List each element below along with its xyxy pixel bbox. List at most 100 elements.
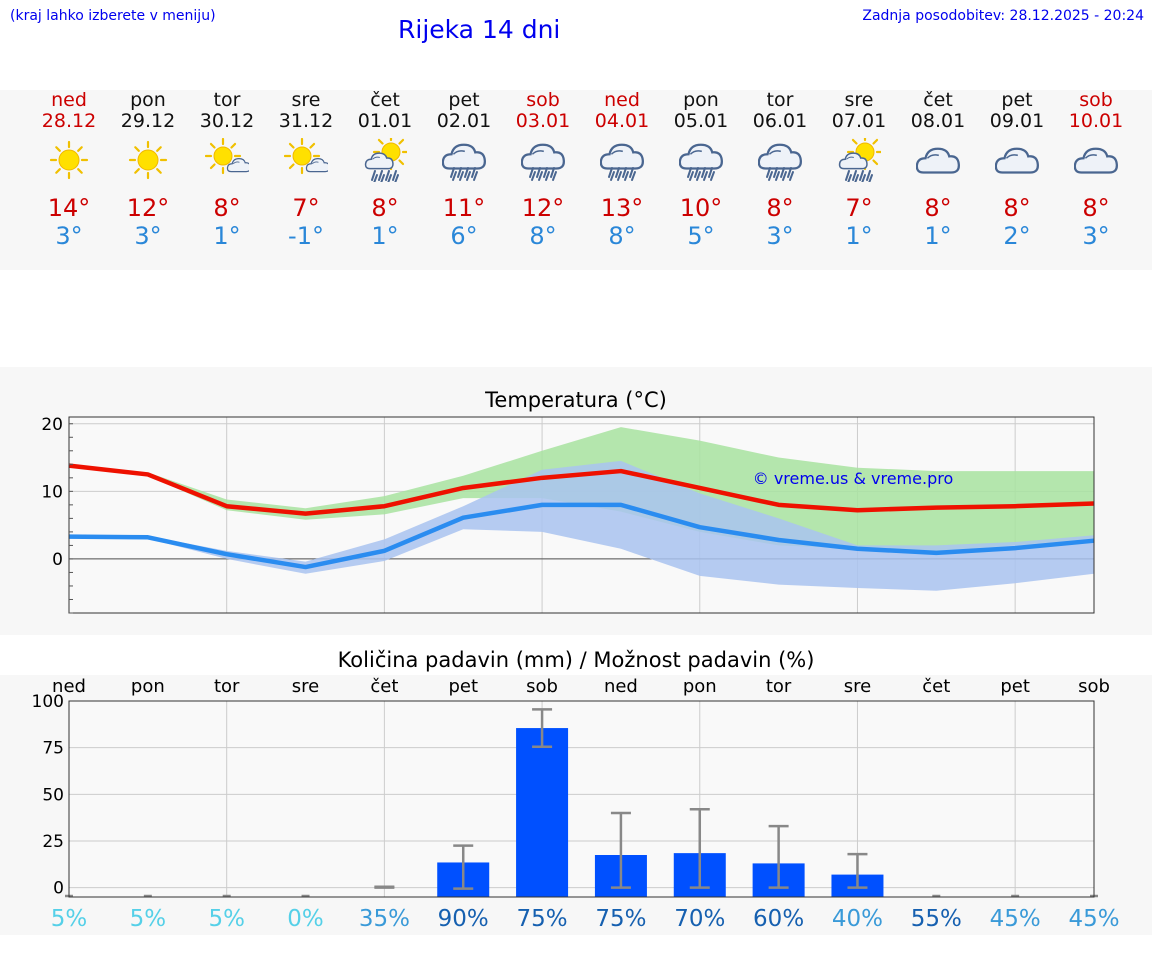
cloud-icon (995, 147, 1039, 174)
temp-min: 6° (450, 222, 478, 250)
y-tick-label: 50 (42, 785, 64, 805)
temp-max: 10° (679, 194, 723, 222)
temp-max: 8° (924, 194, 952, 222)
day-date: 09.01 (989, 110, 1045, 132)
temp-min: 3° (134, 222, 162, 250)
day-date: 31.12 (278, 110, 334, 132)
precip-probability: 35% (359, 906, 410, 932)
day-name: sob (1079, 89, 1113, 111)
day-date: 08.01 (910, 110, 966, 132)
cloud-icon (916, 147, 960, 174)
rain-icon (600, 143, 644, 181)
temp-max: 8° (1003, 194, 1031, 222)
precip-probability: 90% (438, 906, 489, 932)
precipitation-chart-title: Količina padavin (mm) / Možnost padavin … (337, 648, 815, 672)
sun-rain-icon (364, 138, 407, 182)
x-tick-label: čet (370, 676, 398, 697)
x-tick-label: tor (766, 676, 792, 697)
precip-probability: 60% (753, 906, 804, 932)
x-tick-label: sob (526, 676, 558, 697)
temp-min: 8° (608, 222, 636, 250)
x-tick-label: sob (1078, 676, 1110, 697)
day-column: sob 03.01 12° 8° (503, 90, 583, 250)
day-column: pet 02.01 11° 6° (424, 90, 504, 250)
temp-min: 1° (924, 222, 952, 250)
precip-probability: 0% (287, 906, 324, 932)
min-temp-range-band (69, 460, 1094, 591)
day-name: pet (448, 89, 480, 111)
temperature-chart: 0 10 20 © vreme.us & vreme.pro (41, 415, 1095, 614)
sun-cloud-icon (284, 138, 328, 175)
temp-min: 3° (766, 222, 794, 250)
x-tick-label: čet (922, 676, 950, 697)
temp-min: 1° (845, 222, 873, 250)
x-tick-label: tor (214, 676, 240, 697)
x-tick-label: pon (683, 676, 717, 697)
daily-forecast-strip: ned 28.12 14° 3° pon 29.12 12° 3° tor 30.12 8° 1° sr… (0, 90, 1152, 270)
day-name: pon (130, 89, 166, 111)
day-date: 06.01 (752, 110, 808, 132)
sun-icon (128, 140, 168, 180)
x-tick-label: ned (52, 676, 86, 697)
temp-max: 7° (292, 194, 320, 222)
day-date: 02.01 (436, 110, 492, 132)
day-column: sre 31.12 7° -1° (266, 90, 346, 250)
temperature-chart-title: Temperatura (°C) (485, 388, 667, 412)
day-column: pon 05.01 10° 5° (661, 90, 741, 250)
precip-probability: 75% (595, 906, 646, 932)
temp-min: 1° (213, 222, 241, 250)
last-updated: Zadnja posodobitev: 28.12.2025 - 20:24 (862, 8, 1144, 24)
day-column: ned 04.01 13° 8° (582, 90, 662, 250)
day-column: ned 28.12 14° 3° (29, 90, 109, 250)
y-tick-label: 0 (53, 879, 64, 899)
precip-probability: 45% (1068, 906, 1119, 932)
precip-error-bar (610, 811, 631, 889)
location-hint: (kraj lahko izberete v meniju) (10, 8, 216, 24)
day-date: 30.12 (199, 110, 255, 132)
day-name: ned (51, 89, 87, 111)
temp-max: 8° (213, 194, 241, 222)
temp-max: 8° (371, 194, 399, 222)
day-name: pet (1001, 89, 1033, 111)
temp-max: 13° (600, 194, 644, 222)
day-date: 28.12 (41, 110, 97, 132)
precip-error-bar (768, 824, 789, 889)
temp-min: 5° (687, 222, 715, 250)
day-name: tor (213, 89, 241, 111)
temp-min: 3° (55, 222, 83, 250)
precip-probability: 5% (208, 906, 245, 932)
x-tick-label: sre (844, 676, 871, 697)
day-date: 05.01 (673, 110, 729, 132)
day-column: čet 08.01 8° 1° (898, 90, 978, 250)
temp-min: 2° (1003, 222, 1031, 250)
sun-rain-icon (838, 138, 881, 182)
x-tick-label: pet (1000, 676, 1030, 697)
temp-max: 7° (845, 194, 873, 222)
cloud-icon (1074, 147, 1118, 174)
temp-max: 8° (766, 194, 794, 222)
precip-probability: 55% (911, 906, 962, 932)
temp-min: 1° (371, 222, 399, 250)
x-tick-label: ned (604, 676, 638, 697)
sun-icon (49, 140, 89, 180)
x-tick-label: sre (292, 676, 319, 697)
y-tick-label: 75 (42, 739, 64, 759)
precip-probability: 5% (130, 906, 167, 932)
y-tick-label: 0 (52, 550, 63, 570)
sun-cloud-icon (205, 138, 249, 175)
rain-icon (442, 143, 486, 181)
x-tick-label: pet (448, 676, 478, 697)
precip-probability: 40% (832, 906, 883, 932)
y-tick-label: 100 (32, 692, 64, 712)
rain-icon (521, 143, 565, 181)
day-date: 04.01 (594, 110, 650, 132)
x-tick-label: pon (131, 676, 165, 697)
precip-error-bar (453, 844, 474, 890)
temp-min: 3° (1082, 222, 1110, 250)
day-name: sre (291, 89, 321, 111)
precip-probability: 75% (517, 906, 568, 932)
forecast-strip-bg (0, 90, 1152, 270)
day-name: čet (370, 89, 400, 111)
day-name: pon (683, 89, 719, 111)
precip-probability: 45% (990, 906, 1041, 932)
